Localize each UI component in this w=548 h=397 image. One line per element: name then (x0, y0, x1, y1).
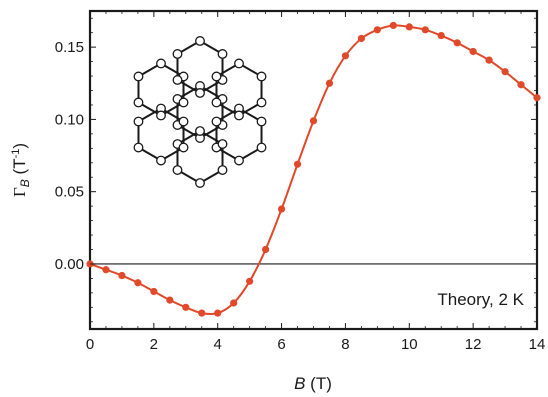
data-point (293, 160, 302, 168)
data-point (405, 23, 413, 31)
data-point (389, 21, 397, 30)
lattice-site (195, 178, 205, 188)
x-tick-label: 6 (277, 336, 285, 353)
lattice-site (256, 142, 267, 153)
series-line (89, 24, 538, 316)
data-point (214, 309, 222, 317)
data-point (277, 205, 286, 213)
x-tick-label: 14 (529, 336, 546, 353)
x-axis-label-var: B (294, 374, 305, 393)
ticks-layer: 0 2 4 6 8 10 12 14 0.00 0.05 0.10 0.15 (55, 11, 546, 353)
lattice-site (156, 110, 166, 121)
data-point (469, 47, 477, 56)
x-tick-label: 12 (465, 336, 482, 353)
data-point (230, 299, 238, 307)
y-tick-label: 0.05 (55, 184, 84, 201)
lattice-site (172, 165, 183, 175)
lattice-site (156, 155, 166, 166)
data-point (533, 94, 541, 102)
lattice-site (195, 88, 205, 98)
lattice-site (217, 139, 228, 149)
lattice-site (211, 97, 222, 108)
x-tick-label: 2 (150, 336, 158, 353)
lattice-site (172, 49, 183, 59)
annotation-text: Theory, 2 K (437, 290, 524, 309)
lattice-site (234, 110, 244, 121)
data-point (166, 296, 174, 304)
lattice-site (217, 49, 228, 59)
lattice-site (172, 75, 183, 85)
data-point (150, 287, 158, 296)
lattice-site (256, 71, 267, 82)
x-axis-label: B (T) (294, 374, 332, 393)
y-tick-label: 0.15 (55, 39, 84, 56)
data-point (437, 31, 445, 40)
data-point (341, 52, 350, 60)
honeycomb-inset (133, 36, 267, 188)
data-point (421, 26, 429, 34)
data-point (246, 277, 254, 285)
lattice-site (133, 116, 144, 127)
lattice-site (234, 58, 244, 69)
data-point (453, 39, 461, 47)
data-point (102, 266, 110, 274)
data-point (485, 56, 493, 64)
plot-border (88, 9, 539, 331)
data-point (309, 117, 318, 125)
y-axis-label-unit-close: ) (10, 143, 29, 149)
lattice-site (133, 71, 144, 82)
data-point (357, 34, 365, 43)
x-tick-label: 8 (341, 336, 349, 353)
lattice-site (217, 165, 228, 175)
series-layer (86, 21, 541, 317)
data-point (198, 309, 206, 317)
lattice-site (195, 36, 205, 46)
data-point (517, 81, 525, 89)
x-tick-label: 4 (214, 336, 222, 353)
lattice-site (234, 155, 244, 166)
lattice-site (256, 116, 267, 127)
data-point (501, 68, 509, 76)
lattice-site (195, 126, 205, 136)
data-point (182, 303, 190, 311)
lattice-site (156, 58, 166, 69)
lattice-site (211, 116, 222, 127)
x-axis-label-unit: (T) (305, 374, 331, 393)
y-axis-label-unit-sup: -1 (10, 149, 22, 159)
data-point (262, 245, 270, 254)
y-tick-label: 0.10 (55, 111, 84, 128)
data-point (118, 271, 126, 280)
lattice-site (178, 142, 189, 153)
data-point (373, 26, 381, 34)
lattice-site (211, 71, 222, 82)
x-tick-label: 10 (401, 336, 418, 353)
data-point (134, 279, 142, 287)
plot-frame (88, 9, 539, 331)
lattice-site (178, 97, 189, 108)
y-axis-label-sub: B (18, 179, 32, 187)
lattice-site (256, 97, 267, 108)
y-axis-label-var: Γ (10, 187, 29, 197)
lattice-site (133, 142, 144, 153)
lattice-site (178, 116, 189, 127)
y-axis-label: ΓB (T-1) (10, 143, 32, 197)
lattice-site (133, 97, 144, 108)
data-point (325, 79, 334, 87)
y-axis-label-unit: (T (10, 158, 29, 179)
x-tick-label: 0 (86, 336, 94, 353)
y-tick-label: 0.00 (55, 256, 84, 273)
